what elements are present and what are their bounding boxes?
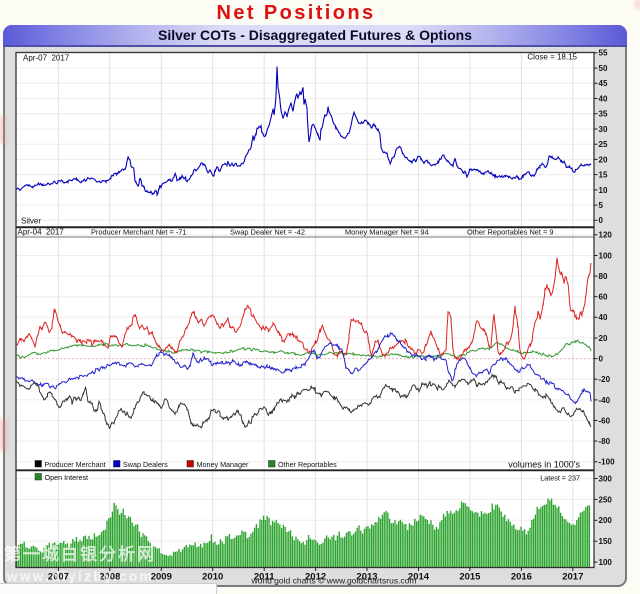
svg-text:5: 5 (599, 201, 604, 210)
svg-text:Swap Dealers: Swap Dealers (123, 460, 168, 469)
svg-text:2015: 2015 (459, 572, 481, 583)
svg-text:20: 20 (599, 334, 608, 343)
svg-text:120: 120 (599, 231, 613, 240)
svg-text:25: 25 (599, 140, 608, 149)
svg-text:2016: 2016 (511, 572, 532, 583)
svg-text:-60: -60 (599, 416, 611, 425)
svg-text:100: 100 (599, 251, 613, 260)
svg-text:Other Reportables: Other Reportables (278, 460, 337, 469)
svg-text:Open Interest: Open Interest (45, 473, 89, 482)
svg-text:40: 40 (599, 94, 608, 103)
svg-text:0: 0 (599, 355, 604, 364)
svg-text:35: 35 (599, 110, 608, 119)
svg-text:2017: 2017 (562, 572, 583, 583)
svg-text:Money Manager Net = 94: Money Manager Net = 94 (345, 228, 429, 237)
svg-text:2011: 2011 (254, 572, 275, 583)
svg-text:2012: 2012 (305, 572, 326, 583)
svg-text:-80: -80 (599, 437, 611, 446)
svg-text:2009: 2009 (151, 572, 172, 583)
svg-text:150: 150 (599, 537, 613, 546)
svg-text:-20: -20 (599, 375, 611, 384)
svg-text:50: 50 (599, 64, 608, 73)
svg-text:300: 300 (599, 474, 613, 483)
svg-text:Money Manager: Money Manager (197, 460, 250, 469)
svg-text:Other Reportables Net = 9: Other Reportables Net = 9 (467, 228, 553, 237)
svg-text:2007: 2007 (48, 572, 69, 583)
svg-text:250: 250 (599, 495, 613, 504)
svg-text:2013: 2013 (356, 572, 377, 583)
svg-text:45: 45 (599, 79, 608, 88)
svg-text:-40: -40 (599, 396, 611, 405)
svg-text:Apr-07 2017: Apr-07 2017 (23, 54, 70, 63)
svg-text:Latest = 237: Latest = 237 (540, 474, 580, 483)
svg-text:40: 40 (599, 313, 608, 322)
svg-text:Silver: Silver (21, 217, 41, 226)
svg-text:Close = 18.15: Close = 18.15 (527, 53, 577, 62)
svg-text:80: 80 (599, 272, 608, 281)
svg-text:30: 30 (599, 125, 608, 134)
svg-text:2010: 2010 (202, 572, 223, 583)
svg-text:200: 200 (599, 516, 613, 525)
svg-text:100: 100 (599, 558, 613, 567)
svg-text:10: 10 (599, 186, 608, 195)
svg-text:2008: 2008 (99, 572, 120, 583)
svg-text:60: 60 (599, 293, 608, 302)
svg-text:Producer Merchant: Producer Merchant (45, 460, 106, 469)
svg-text:0: 0 (599, 216, 604, 225)
svg-text:Swap Dealer Net = -42: Swap Dealer Net = -42 (230, 228, 305, 237)
svg-text:Producer Merchant Net = -71: Producer Merchant Net = -71 (91, 228, 187, 237)
svg-text:volumes in 1000's: volumes in 1000's (508, 460, 580, 470)
svg-text:2014: 2014 (408, 572, 430, 583)
svg-text:20: 20 (599, 155, 608, 164)
svg-text:-100: -100 (599, 458, 616, 467)
svg-text:Apr-04 2017: Apr-04 2017 (18, 228, 65, 237)
svg-text:55: 55 (599, 49, 608, 58)
svg-text:world gold charts © www.goldch: world gold charts © www.goldchartsrus.co… (251, 576, 417, 586)
svg-text:15: 15 (599, 171, 608, 180)
